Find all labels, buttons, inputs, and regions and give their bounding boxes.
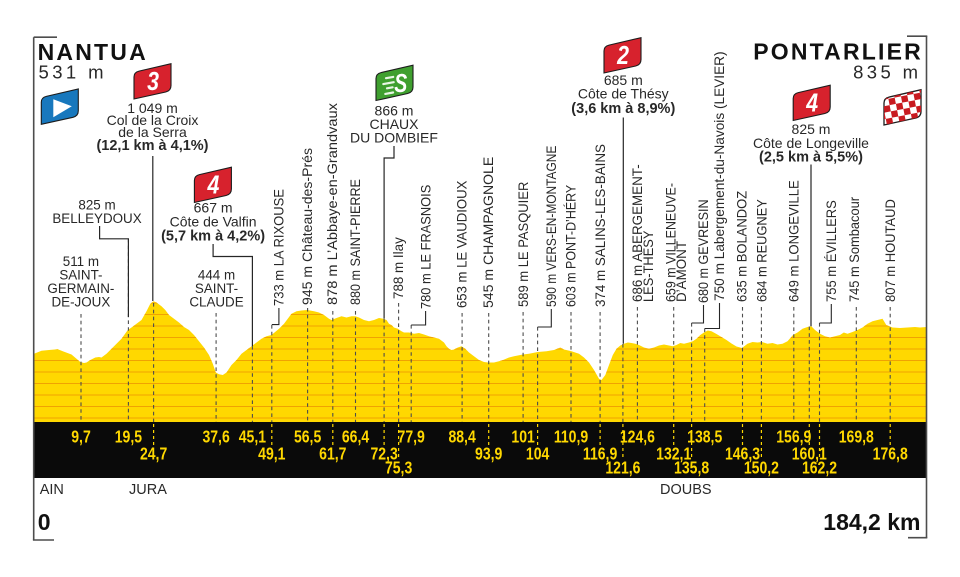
svg-text:866 m: 866 m [375,103,414,119]
svg-text:NANTUA: NANTUA [38,39,148,65]
svg-text:1 049 m: 1 049 m [127,100,178,116]
svg-text:Côte de Valfin: Côte de Valfin [170,214,257,230]
svg-text:635 m BOLANDOZ: 635 m BOLANDOZ [734,191,749,302]
svg-text:CHAUX: CHAUX [369,116,419,132]
svg-text:825 m: 825 m [78,198,115,213]
svg-text:3: 3 [147,67,159,97]
svg-text:LÈS-THÉSY: LÈS-THÉSY [641,230,656,302]
svg-text:JURA: JURA [129,482,167,498]
svg-text:SAINT-: SAINT- [195,281,238,296]
svg-text:0: 0 [38,509,51,535]
svg-text:(5,7 km à 4,2%): (5,7 km à 4,2%) [161,229,265,245]
svg-text:4: 4 [805,89,818,119]
svg-text:Côte de Longeville: Côte de Longeville [753,135,869,151]
svg-text:788 m Ilay: 788 m Ilay [391,237,406,299]
svg-text:156,9: 156,9 [776,427,811,447]
svg-text:807 m HOUTAUD: 807 m HOUTAUD [883,199,898,302]
svg-text:531 m: 531 m [39,61,107,82]
svg-text:176,8: 176,8 [873,444,908,464]
svg-text:66,4: 66,4 [342,427,369,447]
svg-text:19,5: 19,5 [115,427,142,447]
svg-text:755 m ÉVILLERS: 755 m ÉVILLERS [824,200,839,302]
svg-text:444 m: 444 m [198,268,235,283]
svg-text:745 m Sombacour: 745 m Sombacour [847,196,862,302]
svg-text:590 m VERS-EN-MONTAGNE: 590 m VERS-EN-MONTAGNE [544,146,559,307]
svg-text:Côte de Thésy: Côte de Thésy [578,86,669,102]
svg-text:101: 101 [511,427,534,447]
svg-text:110,9: 110,9 [554,427,588,447]
svg-text:184,2 km: 184,2 km [823,509,920,535]
svg-text:878 m L’Abbaye-en-Grandvaux: 878 m L’Abbaye-en-Grandvaux [325,103,340,305]
svg-text:124,6: 124,6 [620,427,655,447]
svg-text:49,1: 49,1 [258,444,285,464]
svg-text:Col de la Croix: Col de la Croix [107,112,199,128]
svg-text:(2,5 km à 5,5%): (2,5 km à 5,5%) [759,150,863,166]
svg-text:132,1: 132,1 [656,444,691,464]
svg-text:AIN: AIN [40,482,64,498]
svg-text:4: 4 [207,171,220,201]
svg-text:BELLEYDOUX: BELLEYDOUX [52,211,141,226]
svg-text:880 m SAINT-PIERRE: 880 m SAINT-PIERRE [348,179,363,305]
svg-text:160,1: 160,1 [792,444,827,464]
svg-text:150,2: 150,2 [744,458,779,478]
svg-text:667 m: 667 m [194,200,233,216]
svg-text:589 m LE PASQUIER: 589 m LE PASQUIER [516,182,531,307]
svg-text:733 m LA RIXOUSE: 733 m LA RIXOUSE [271,189,286,306]
svg-text:DE-JOUX: DE-JOUX [52,295,111,310]
svg-text:56,5: 56,5 [294,427,321,447]
svg-text:750 m Labergement-du-Navois (L: 750 m Labergement-du-Navois (LEVIER) [712,51,727,301]
svg-text:(12,1 km à 4,1%): (12,1 km à 4,1%) [96,138,208,154]
svg-text:DU DOMBIEF: DU DOMBIEF [350,130,438,146]
svg-text:169,8: 169,8 [839,427,874,447]
svg-text:37,6: 37,6 [202,427,229,447]
svg-text:SAINT-: SAINT- [59,268,102,283]
svg-text:138,5: 138,5 [687,427,722,447]
svg-text:72,3: 72,3 [370,444,397,464]
svg-text:545 m CHAMPAGNOLE: 545 m CHAMPAGNOLE [481,157,496,308]
svg-text:75,3: 75,3 [385,458,412,478]
svg-text:603 m PONT-D’HÉRY: 603 m PONT-D’HÉRY [563,184,579,307]
svg-text:686 m ABERGEMENT-: 686 m ABERGEMENT- [630,164,645,302]
svg-text:93,9: 93,9 [475,444,502,464]
svg-text:684 m REUGNEY: 684 m REUGNEY [754,199,769,302]
svg-text:374 m SALINS-LES-BAINS: 374 m SALINS-LES-BAINS [593,144,608,307]
svg-text:116,9: 116,9 [583,444,617,464]
svg-text:659 m VILLENEUVE-: 659 m VILLENEUVE- [663,183,679,302]
svg-text:PONTARLIER: PONTARLIER [753,38,923,64]
svg-text:GERMAIN-: GERMAIN- [47,281,114,296]
svg-text:D’AMONT: D’AMONT [674,241,689,302]
svg-text:780 m LE FRASNOIS: 780 m LE FRASNOIS [418,184,433,309]
svg-text:24,7: 24,7 [140,444,167,464]
svg-text:653 m LE VAUDIOUX: 653 m LE VAUDIOUX [454,181,469,308]
svg-text:135,8: 135,8 [674,458,709,478]
svg-text:77,9: 77,9 [398,427,425,447]
svg-text:DOUBS: DOUBS [660,482,712,498]
svg-text:104: 104 [526,444,549,464]
svg-text:S: S [394,68,408,97]
svg-text:(3,6 km à 8,9%): (3,6 km à 8,9%) [571,101,675,117]
svg-text:121,6: 121,6 [605,458,640,478]
svg-text:88,4: 88,4 [448,427,475,447]
svg-text:511 m: 511 m [63,254,99,269]
svg-text:2: 2 [616,41,629,71]
svg-text:61,7: 61,7 [319,444,346,464]
svg-text:945 m Château-des-Prés: 945 m Château-des-Prés [300,148,315,305]
svg-text:825 m: 825 m [792,121,831,137]
svg-text:680 m GEVRESIN: 680 m GEVRESIN [696,199,711,303]
svg-text:835 m: 835 m [853,62,921,83]
svg-text:649 m LONGEVILLE: 649 m LONGEVILLE [786,180,801,302]
svg-text:685 m: 685 m [604,72,643,88]
svg-text:9,7: 9,7 [71,427,91,447]
svg-text:de la Serra: de la Serra [118,124,187,140]
svg-text:162,2: 162,2 [802,458,837,478]
svg-text:CLAUDE: CLAUDE [189,295,243,310]
svg-text:45,1: 45,1 [239,427,266,447]
svg-text:146,3: 146,3 [725,444,760,464]
